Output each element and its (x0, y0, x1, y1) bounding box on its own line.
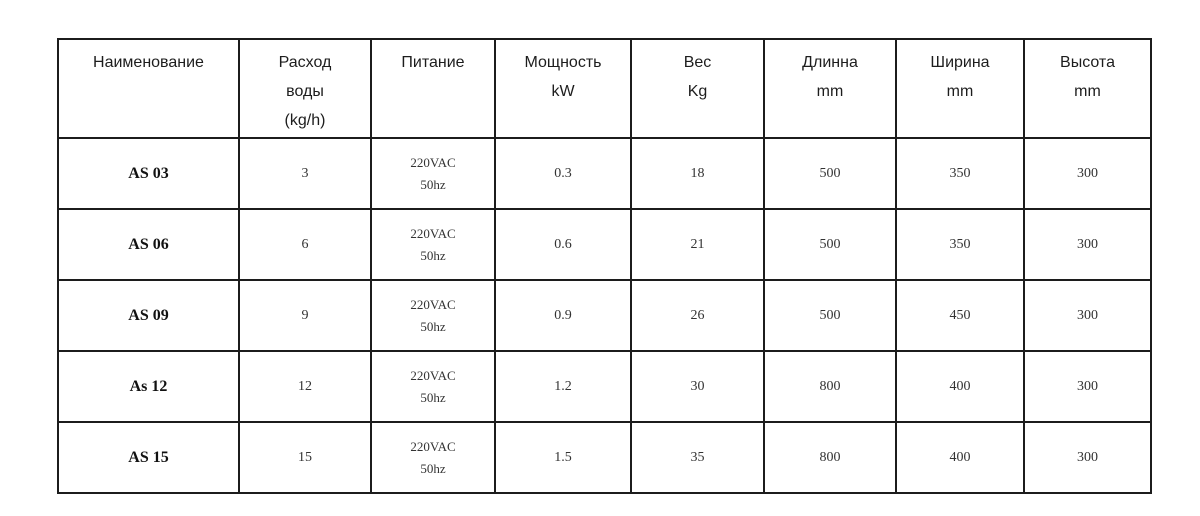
cell-name: AS 03 (57, 137, 240, 210)
cell-height: 300 (1023, 208, 1152, 281)
column-header-weight: Вес Kg (630, 38, 765, 139)
cell-power-kw: 0.3 (494, 137, 632, 210)
cell-width: 400 (895, 421, 1025, 494)
column-header-name: Наименование (57, 38, 240, 139)
cell-length: 500 (763, 208, 897, 281)
cell-height: 300 (1023, 350, 1152, 423)
cell-length: 800 (763, 421, 897, 494)
column-header-water-consumption: Расход воды (kg/h) (238, 38, 372, 139)
cell-name: AS 06 (57, 208, 240, 281)
header-row: Наименование Расход воды (kg/h) Питание … (57, 38, 1152, 139)
cell-name: AS 09 (57, 279, 240, 352)
table-body: AS 03 3 220VAC 50hz 0.3 18 500 350 300 A… (57, 137, 1152, 494)
cell-power-kw: 0.9 (494, 279, 632, 352)
column-header-power-kw: Мощность kW (494, 38, 632, 139)
cell-power-supply: 220VAC 50hz (370, 137, 496, 210)
table-row: AS 06 6 220VAC 50hz 0.6 21 500 350 300 (57, 208, 1152, 281)
cell-weight: 35 (630, 421, 765, 494)
cell-weight: 26 (630, 279, 765, 352)
table-row: As 12 12 220VAC 50hz 1.2 30 800 400 300 (57, 350, 1152, 423)
cell-width: 400 (895, 350, 1025, 423)
cell-power-supply: 220VAC 50hz (370, 421, 496, 494)
cell-height: 300 (1023, 137, 1152, 210)
cell-length: 800 (763, 350, 897, 423)
table-row: AS 09 9 220VAC 50hz 0.9 26 500 450 300 (57, 279, 1152, 352)
cell-weight: 18 (630, 137, 765, 210)
table-header: Наименование Расход воды (kg/h) Питание … (57, 38, 1152, 139)
cell-water-consumption: 3 (238, 137, 372, 210)
cell-water-consumption: 9 (238, 279, 372, 352)
cell-water-consumption: 15 (238, 421, 372, 494)
cell-power-supply: 220VAC 50hz (370, 350, 496, 423)
table-row: AS 03 3 220VAC 50hz 0.3 18 500 350 300 (57, 137, 1152, 210)
column-header-width: Ширина mm (895, 38, 1025, 139)
cell-water-consumption: 12 (238, 350, 372, 423)
cell-power-kw: 0.6 (494, 208, 632, 281)
cell-length: 500 (763, 279, 897, 352)
cell-length: 500 (763, 137, 897, 210)
spec-table: Наименование Расход воды (kg/h) Питание … (57, 38, 1152, 494)
cell-power-supply: 220VAC 50hz (370, 208, 496, 281)
cell-weight: 30 (630, 350, 765, 423)
column-header-height: Высота mm (1023, 38, 1152, 139)
cell-name: AS 15 (57, 421, 240, 494)
cell-width: 350 (895, 137, 1025, 210)
cell-width: 350 (895, 208, 1025, 281)
cell-height: 300 (1023, 279, 1152, 352)
cell-width: 450 (895, 279, 1025, 352)
column-header-power-supply: Питание (370, 38, 496, 139)
table-row: AS 15 15 220VAC 50hz 1.5 35 800 400 300 (57, 421, 1152, 494)
cell-power-supply: 220VAC 50hz (370, 279, 496, 352)
cell-weight: 21 (630, 208, 765, 281)
cell-height: 300 (1023, 421, 1152, 494)
cell-name: As 12 (57, 350, 240, 423)
cell-water-consumption: 6 (238, 208, 372, 281)
cell-power-kw: 1.2 (494, 350, 632, 423)
column-header-length: Длинна mm (763, 38, 897, 139)
cell-power-kw: 1.5 (494, 421, 632, 494)
